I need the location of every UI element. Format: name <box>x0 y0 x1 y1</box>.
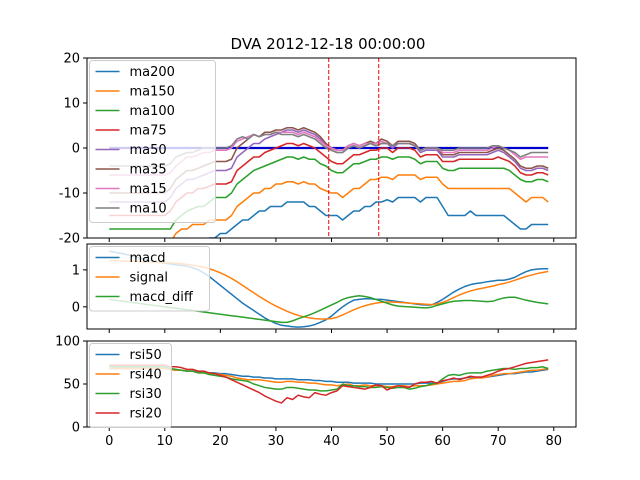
y-tick-label: 0 <box>72 142 80 157</box>
legend-label: ma10 <box>130 202 167 217</box>
y-tick-label: 100 <box>55 335 80 350</box>
y-tick-label: 0 <box>72 300 80 315</box>
legend-label: signal <box>130 271 168 286</box>
legend-label: rsi20 <box>130 407 162 422</box>
legend-box <box>89 246 210 312</box>
series-line-rsi20 <box>109 359 549 404</box>
legend-label: ma50 <box>130 143 167 158</box>
series-line-rsi30 <box>109 366 549 392</box>
legend-box <box>89 343 172 428</box>
legend-label: rsi40 <box>130 368 162 383</box>
y-tick-label: 1 <box>72 263 80 278</box>
x-tick-label: 0 <box>105 434 113 449</box>
legend-label: rsi30 <box>130 387 162 402</box>
x-tick-label: 20 <box>212 434 229 449</box>
x-tick-label: 40 <box>323 434 340 449</box>
legend-label: macd_diff <box>130 290 194 305</box>
legend-label: ma150 <box>130 85 175 100</box>
y-tick-label: 20 <box>63 52 80 67</box>
x-tick-label: 50 <box>379 434 396 449</box>
y-tick-label: 50 <box>63 378 80 393</box>
ma-panel: -20-1001020ma200ma150ma100ma75ma50ma35ma… <box>59 52 577 247</box>
legend-label: ma15 <box>130 182 167 197</box>
legend: macd signal macd_diff <box>89 246 210 312</box>
chart-title: DVA 2012-12-18 00:00:00 <box>231 35 426 53</box>
plot-area <box>109 359 549 404</box>
legend: ma200 ma150 ma100 ma75 ma50 ma35 ma15 ma10 <box>89 60 216 223</box>
x-tick-label: 60 <box>434 434 451 449</box>
legend-label: rsi50 <box>130 348 162 363</box>
x-tick-label: 30 <box>268 434 285 449</box>
legend-box <box>89 60 216 223</box>
x-tick-label: 80 <box>545 434 562 449</box>
legend-label: macd <box>130 251 166 266</box>
legend-label: ma75 <box>130 124 167 139</box>
y-tick-label: -10 <box>59 187 80 202</box>
x-tick-label: 10 <box>157 434 174 449</box>
legend-label: ma35 <box>130 163 167 178</box>
legend: rsi50 rsi40 rsi30 rsi20 <box>89 343 172 428</box>
x-tick-label: 70 <box>490 434 507 449</box>
y-tick-label: -20 <box>59 232 80 247</box>
legend-label: ma100 <box>130 104 175 119</box>
y-tick-label: 10 <box>63 97 80 112</box>
legend-label: ma200 <box>130 65 175 80</box>
y-tick-label: 0 <box>72 421 80 436</box>
macd-panel: 0 1 macd signal macd_diff <box>72 243 577 333</box>
